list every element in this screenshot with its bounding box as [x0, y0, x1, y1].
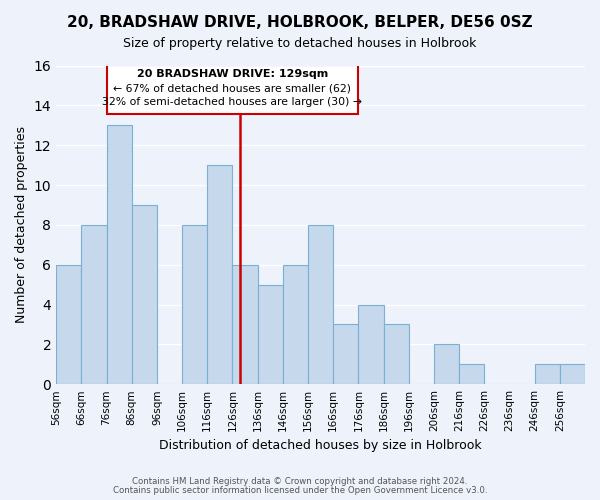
Text: 20 BRADSHAW DRIVE: 129sqm: 20 BRADSHAW DRIVE: 129sqm — [137, 70, 328, 80]
Text: 20, BRADSHAW DRIVE, HOLBROOK, BELPER, DE56 0SZ: 20, BRADSHAW DRIVE, HOLBROOK, BELPER, DE… — [67, 15, 533, 30]
Bar — [333, 324, 358, 384]
FancyBboxPatch shape — [107, 64, 358, 114]
Bar — [383, 324, 409, 384]
Bar — [560, 364, 585, 384]
Bar — [257, 284, 283, 384]
Bar — [207, 165, 232, 384]
Bar — [107, 126, 132, 384]
Bar — [232, 264, 257, 384]
Bar — [56, 264, 82, 384]
Bar — [283, 264, 308, 384]
Bar — [535, 364, 560, 384]
Bar — [132, 205, 157, 384]
Text: Contains HM Land Registry data © Crown copyright and database right 2024.: Contains HM Land Registry data © Crown c… — [132, 477, 468, 486]
Y-axis label: Number of detached properties: Number of detached properties — [15, 126, 28, 324]
Bar — [434, 344, 459, 384]
Bar — [358, 304, 383, 384]
X-axis label: Distribution of detached houses by size in Holbrook: Distribution of detached houses by size … — [159, 440, 482, 452]
Bar — [459, 364, 484, 384]
Bar — [182, 225, 207, 384]
Text: 32% of semi-detached houses are larger (30) →: 32% of semi-detached houses are larger (… — [103, 98, 362, 108]
Text: ← 67% of detached houses are smaller (62): ← 67% of detached houses are smaller (62… — [113, 84, 352, 94]
Text: Contains public sector information licensed under the Open Government Licence v3: Contains public sector information licen… — [113, 486, 487, 495]
Bar — [308, 225, 333, 384]
Bar — [82, 225, 107, 384]
Text: Size of property relative to detached houses in Holbrook: Size of property relative to detached ho… — [124, 38, 476, 51]
